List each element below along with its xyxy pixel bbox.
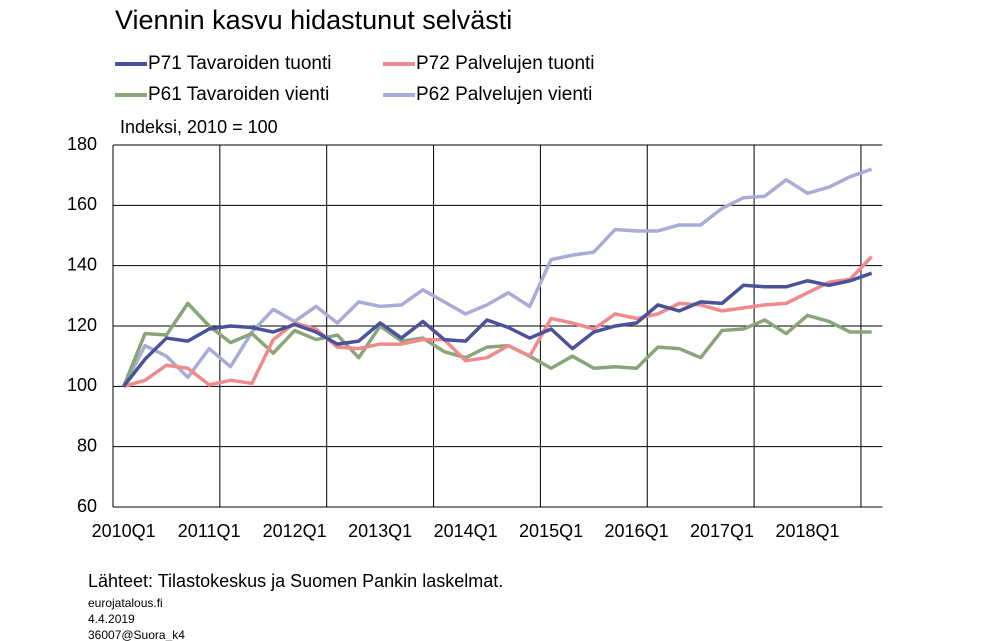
series-line [122, 167, 873, 388]
y-tick-label: 160 [67, 194, 97, 214]
x-tick-label: 2010Q1 [92, 521, 156, 541]
legend-label: P61 Tavaroiden vienti [148, 84, 329, 105]
x-tick-label: 2017Q1 [690, 521, 754, 541]
y-tick-label: 80 [77, 435, 97, 455]
footer-text: eurojatalous.fi [88, 596, 163, 610]
x-tick-label: 2013Q1 [348, 521, 412, 541]
series-line [123, 255, 873, 389]
series-line [122, 271, 873, 388]
y-tick-label: 100 [67, 375, 97, 395]
footer-text: 36007@Suora_k4 [88, 628, 185, 641]
x-tick-label: 2012Q1 [263, 521, 327, 541]
legend-label: P71 Tavaroiden tuonti [148, 53, 331, 74]
source: Lähteet: Tilastokeskus ja Suomen Pankin … [88, 571, 503, 591]
y-tick-label: 60 [77, 496, 97, 516]
y-axis-label: Indeksi, 2010 = 100 [120, 117, 278, 137]
chart-title: Viennin kasvu hidastunut selvästi [115, 5, 512, 35]
legend-label: P72 Palvelujen tuonti [416, 53, 595, 74]
x-tick-label: 2016Q1 [605, 521, 669, 541]
x-tick-label: 2014Q1 [434, 521, 498, 541]
x-tick-label: 2015Q1 [519, 521, 583, 541]
y-tick-label: 140 [67, 254, 97, 274]
x-tick-label: 2018Q1 [775, 521, 839, 541]
series-line [122, 301, 872, 387]
footer-text: 4.4.2019 [88, 612, 135, 626]
y-tick-label: 120 [67, 315, 97, 335]
legend-label: P62 Palvelujen vienti [416, 84, 592, 105]
x-tick-label: 2011Q1 [178, 521, 241, 541]
y-tick-label: 180 [67, 134, 97, 154]
